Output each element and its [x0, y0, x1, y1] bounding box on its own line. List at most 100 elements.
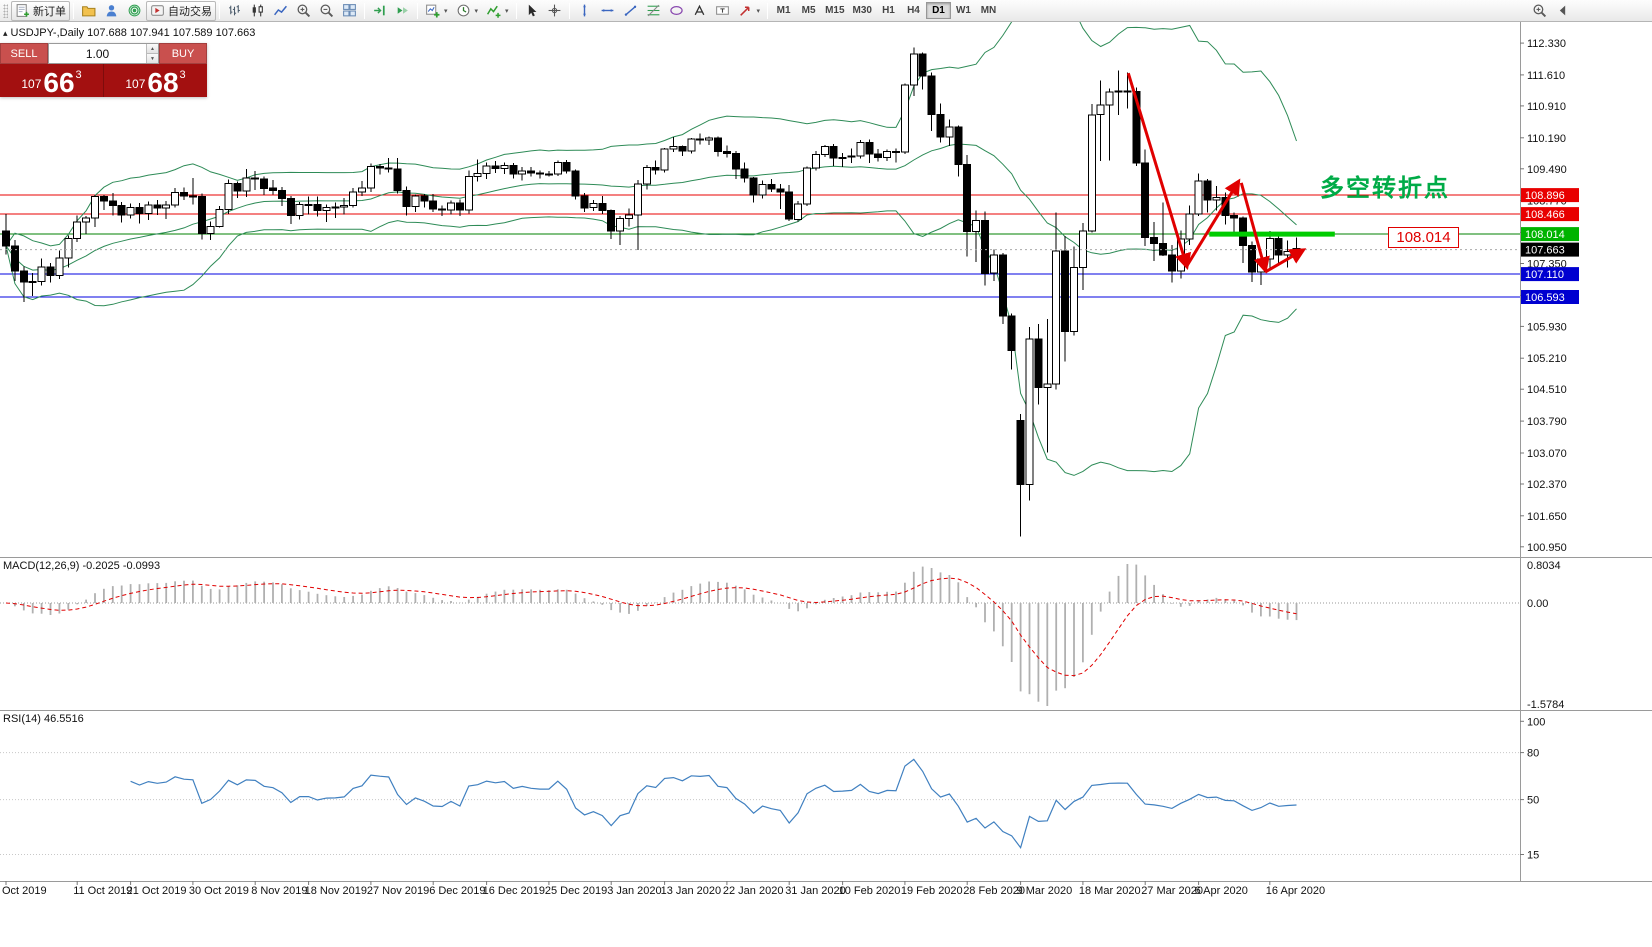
candle — [820, 146, 829, 156]
toolbar-separator — [364, 2, 365, 19]
timeframe-h4[interactable]: H4 — [907, 5, 920, 16]
chart-window[interactable]: 112.330111.610110.910110.190109.490108.7… — [0, 22, 1652, 947]
period-icon — [457, 4, 469, 17]
fibonacci-tool-button[interactable] — [642, 1, 665, 21]
price-tick-label: 110.190 — [1527, 133, 1566, 145]
line-chart-button[interactable] — [269, 1, 292, 21]
candle — [304, 204, 313, 207]
tile-windows-button[interactable] — [338, 1, 361, 21]
timeframe-m30[interactable]: M30 — [852, 5, 872, 16]
timeframe-m15[interactable]: M15 — [825, 5, 845, 16]
candle — [10, 245, 19, 272]
volume-value[interactable]: 1.00 — [85, 46, 110, 61]
community-button[interactable] — [123, 1, 146, 21]
candle — [171, 192, 180, 206]
new-chart-button[interactable]: ▾ — [421, 1, 452, 21]
chart-periods-button[interactable]: ▾ — [452, 1, 483, 21]
candle — [1132, 90, 1141, 164]
candle — [349, 191, 358, 206]
sell-button[interactable]: SELL — [0, 43, 48, 64]
buy-price[interactable]: 107 68 3 — [104, 64, 207, 97]
candle — [829, 146, 838, 159]
volume-decrease-button[interactable]: ▼ — [147, 54, 158, 63]
timeframe-w1[interactable]: W1 — [955, 5, 971, 16]
timeframe-mn[interactable]: MN — [980, 5, 997, 16]
candle — [286, 197, 295, 217]
account-icon — [106, 5, 117, 17]
date-tick-label: 21 Oct 2019 — [127, 885, 187, 897]
collapse-toolbar-button[interactable] — [1551, 1, 1574, 21]
candle — [295, 204, 304, 217]
candle — [197, 196, 206, 234]
zoom-out-button[interactable] — [315, 1, 338, 21]
turning-point-annotation[interactable]: 多空转折点 — [1320, 175, 1450, 202]
crosshair-tool-button[interactable] — [543, 1, 566, 21]
trend-arrow — [1264, 248, 1307, 274]
candle — [892, 151, 900, 153]
vertical-line-tool-button[interactable] — [573, 1, 596, 21]
chart-shift-button[interactable] — [368, 1, 391, 21]
timeframe-m5[interactable]: M5 — [801, 5, 816, 16]
candle — [714, 137, 722, 153]
timeframe-m1[interactable]: M1 — [776, 5, 791, 16]
candle — [2, 230, 10, 247]
timeframe-d1[interactable]: D1 — [925, 2, 951, 19]
auto-scroll-button[interactable] — [391, 1, 414, 21]
date-tick-label: 27 Nov 2019 — [367, 885, 429, 897]
toolbar-separator — [767, 2, 769, 19]
new-chart-icon — [426, 4, 440, 18]
label-tool-button[interactable] — [711, 1, 734, 21]
date-tick-label: 28 Feb 2020 — [963, 885, 1025, 897]
timeframe-h1[interactable]: H1 — [882, 5, 895, 16]
candle — [1274, 237, 1283, 256]
price-tick-label: 101.650 — [1527, 511, 1567, 523]
bollinger-lower — [5, 210, 1297, 476]
rsi-scale[interactable]: 100 80 50 15 — [1520, 716, 1545, 862]
candle — [99, 196, 108, 202]
autotrading-button[interactable]: 自动交易 — [146, 0, 216, 21]
new-order-button[interactable]: 新订单 — [11, 0, 70, 21]
date-tick-label: 6 Dec 2019 — [429, 885, 485, 897]
volume-field[interactable]: 1.00 ▲ ▼ — [48, 43, 159, 64]
candle — [954, 126, 963, 165]
trend-arrows[interactable] — [1126, 72, 1307, 274]
bar-chart-button[interactable] — [223, 1, 246, 21]
price-label-box[interactable]: 108.014 — [1388, 227, 1459, 248]
candle — [527, 170, 536, 174]
panel-separators[interactable] — [0, 557, 1652, 882]
candle — [900, 84, 909, 153]
indicators-menu-button[interactable]: ▾ — [482, 1, 513, 21]
candle — [482, 165, 491, 175]
macd-signal-line — [5, 577, 1297, 677]
buy-button[interactable]: BUY — [159, 43, 207, 64]
candle — [411, 195, 420, 207]
candle — [242, 177, 251, 192]
candle — [46, 266, 55, 276]
candle — [277, 190, 286, 199]
candle — [144, 204, 153, 215]
candle — [322, 206, 331, 211]
profiles-button[interactable] — [77, 1, 100, 21]
date-tick-label: 13 Jan 2020 — [661, 885, 722, 897]
price-tag: 108.014 — [1521, 227, 1579, 242]
horizontal-line-tool-button[interactable] — [596, 1, 619, 21]
price-tick-label: 111.610 — [1527, 70, 1565, 82]
volume-increase-button[interactable]: ▲ — [147, 44, 158, 54]
trendline-tool-button[interactable] — [619, 1, 642, 21]
text-tool-button[interactable] — [688, 1, 711, 21]
macd-scale[interactable]: 0.8034 0.00 -1.5784 — [1527, 560, 1564, 711]
svg-text:0.00: 0.00 — [1527, 598, 1548, 610]
sell-price[interactable]: 107 66 3 — [0, 64, 104, 97]
candle — [998, 254, 1007, 317]
chart-icon: ▴ — [3, 27, 8, 38]
shapes-tool-button[interactable] — [665, 1, 688, 21]
chart-canvas[interactable]: 112.330111.610110.910110.190109.490108.7… — [0, 22, 1652, 947]
search-button[interactable] — [1528, 1, 1551, 21]
candle — [269, 187, 277, 191]
candlestick-chart-button[interactable] — [246, 1, 269, 21]
cursor-tool-button[interactable] — [520, 1, 543, 21]
zoom-in-button[interactable] — [292, 1, 315, 21]
arrows-tool-button[interactable]: ▾ — [734, 1, 765, 21]
account-button[interactable] — [100, 1, 123, 21]
